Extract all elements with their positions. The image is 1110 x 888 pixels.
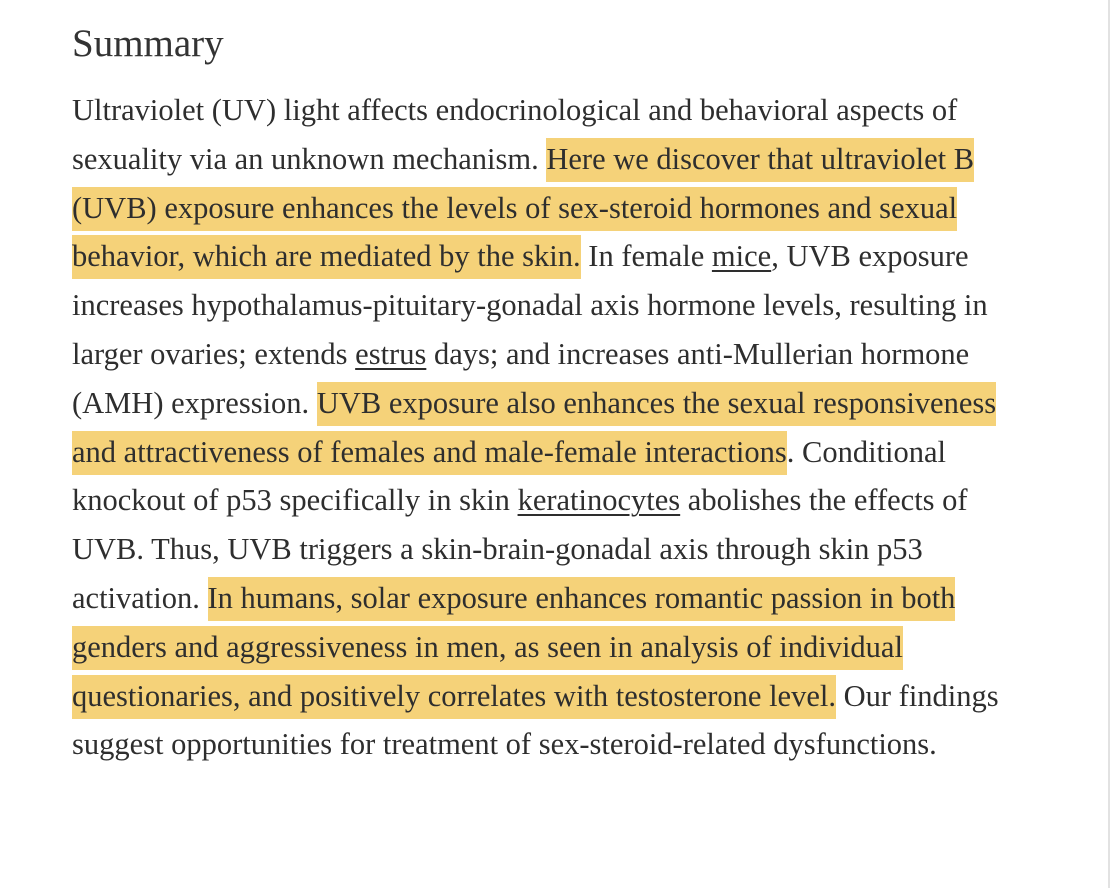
summary-paragraph: Ultraviolet (UV) light affects endocrino… [72,86,1047,769]
text: In female [580,239,712,274]
text: , UVB exposure increases hypothalamus-pi… [72,239,988,371]
text: days; and increases anti-Mullerian hormo… [72,336,970,420]
text: Ultraviolet (UV) light affects endocrino… [72,93,958,176]
text: Our findings suggest opportunities for t… [72,678,999,762]
highlighted-text: In humans, solar exposure enhances roman… [72,576,956,719]
text: abolishes the effects of UVB. Thus, UVB … [72,483,968,615]
term-link[interactable]: estrus [355,336,427,371]
text: . Conditional knockout of p53 specifical… [72,434,947,518]
term-link[interactable]: keratinocytes [517,483,681,518]
term-link[interactable]: mice [711,239,772,274]
heading: Summary [72,22,224,65]
